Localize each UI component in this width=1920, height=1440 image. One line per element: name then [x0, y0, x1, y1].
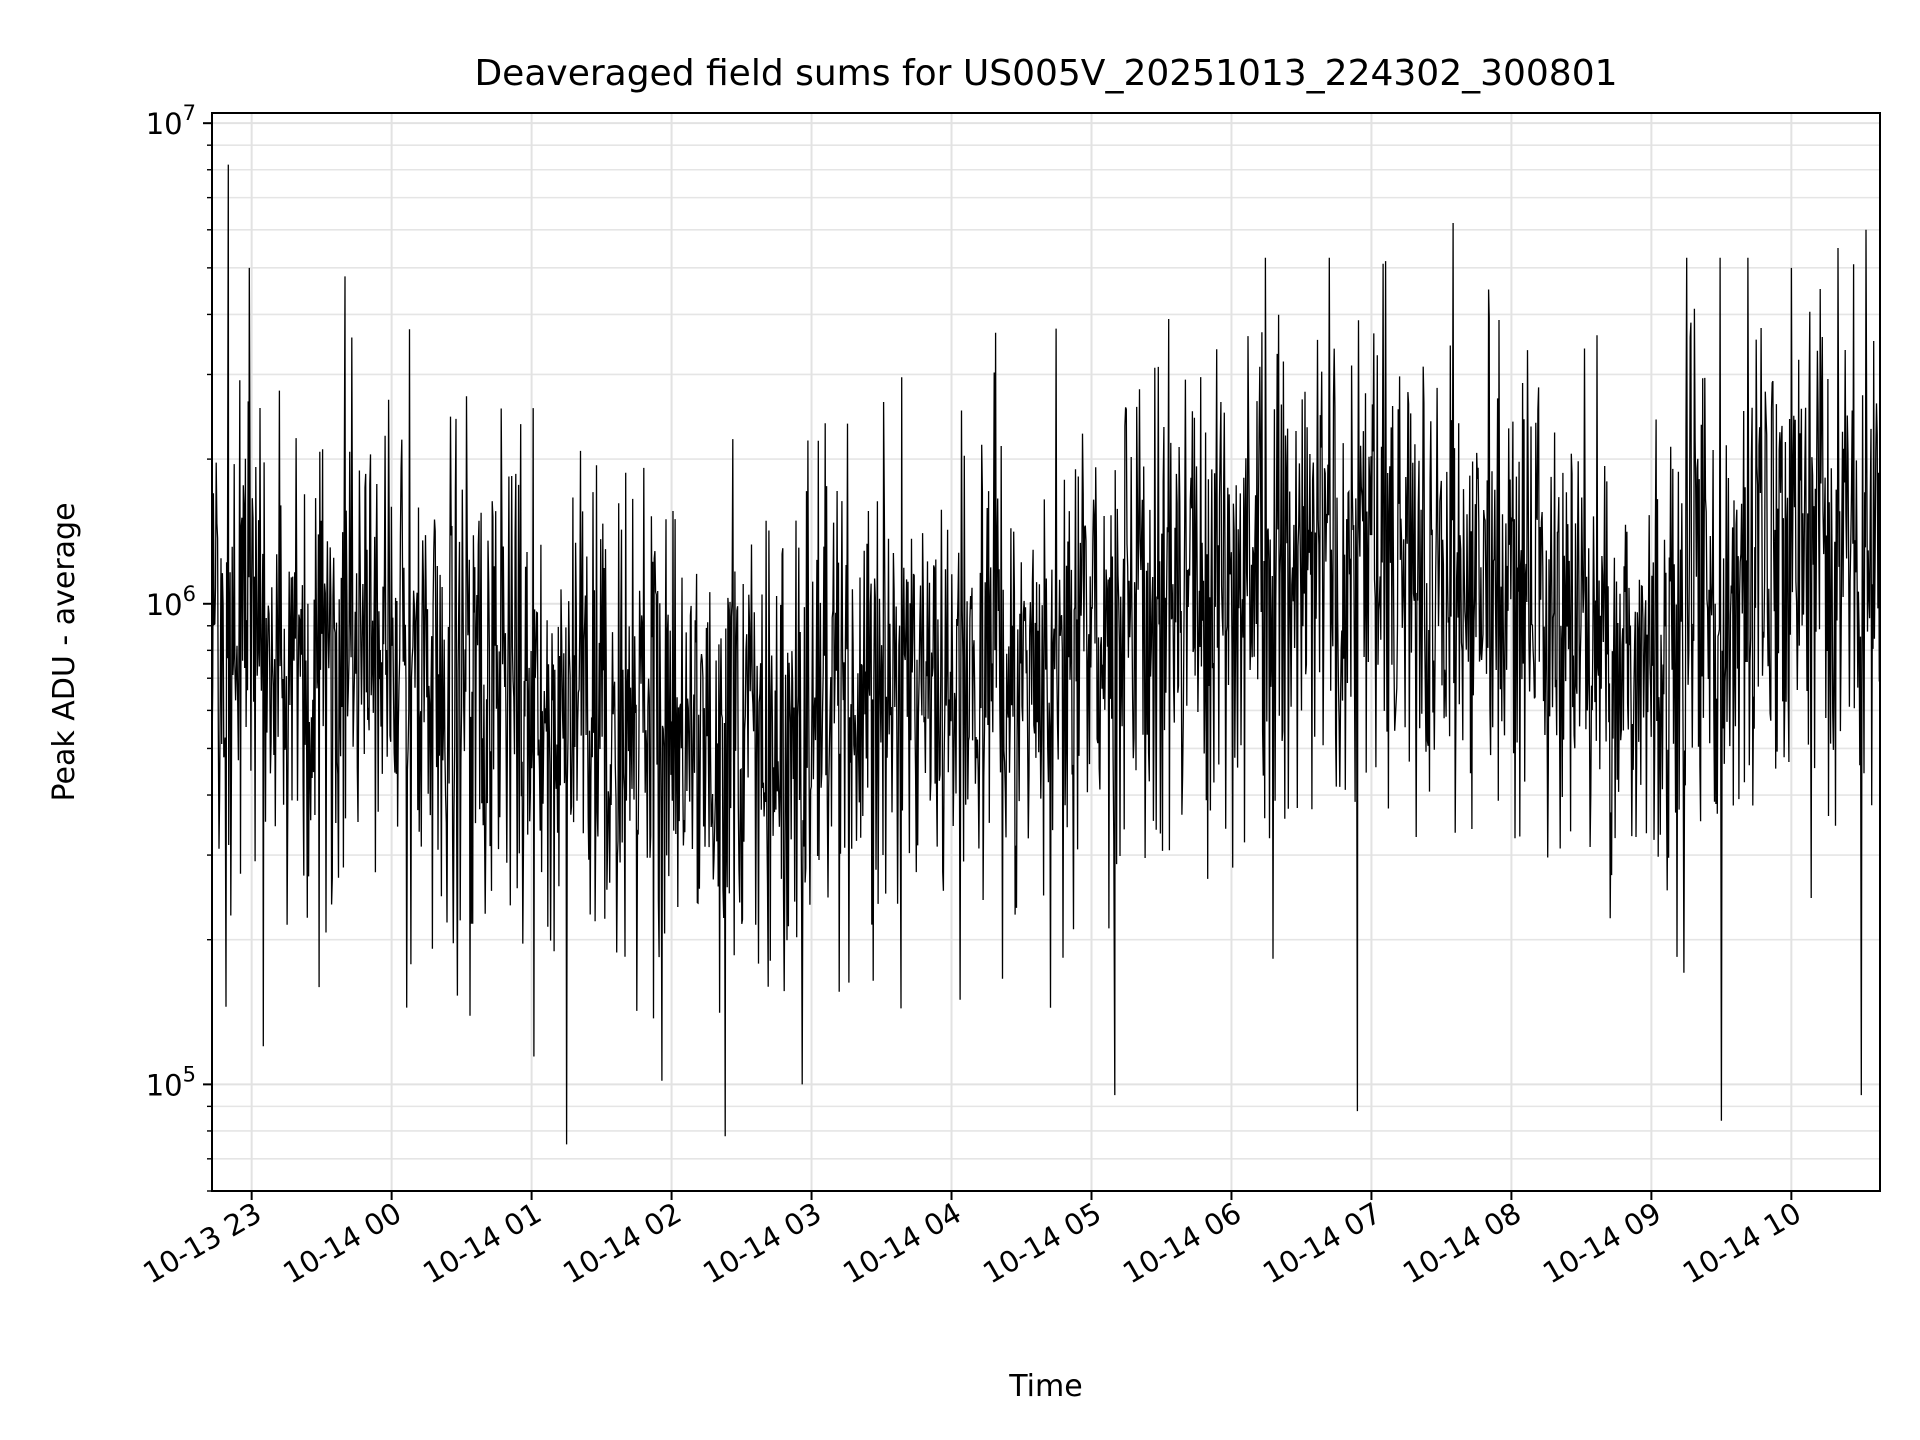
series-line [211, 164, 1881, 1145]
y-tick-label: 106 [146, 582, 196, 622]
y-tick-exponent: 7 [183, 101, 196, 125]
y-tick-label: 107 [146, 101, 196, 141]
y-tick-exponent: 6 [183, 582, 196, 606]
series-group [211, 164, 1881, 1145]
y-tick-base: 10 [146, 588, 183, 622]
x-axis-label: Time [1008, 1369, 1082, 1404]
y-tick-base: 10 [146, 107, 183, 141]
plot-frame [211, 112, 1881, 1192]
y-tick-label: 105 [146, 1062, 196, 1102]
y-tick-base: 10 [146, 1068, 183, 1102]
chart-title: Deaveraged field sums for US005V_2025101… [474, 53, 1617, 94]
y-axis-label: Peak ADU - average [47, 502, 82, 801]
y-tick-exponent: 5 [183, 1062, 196, 1086]
